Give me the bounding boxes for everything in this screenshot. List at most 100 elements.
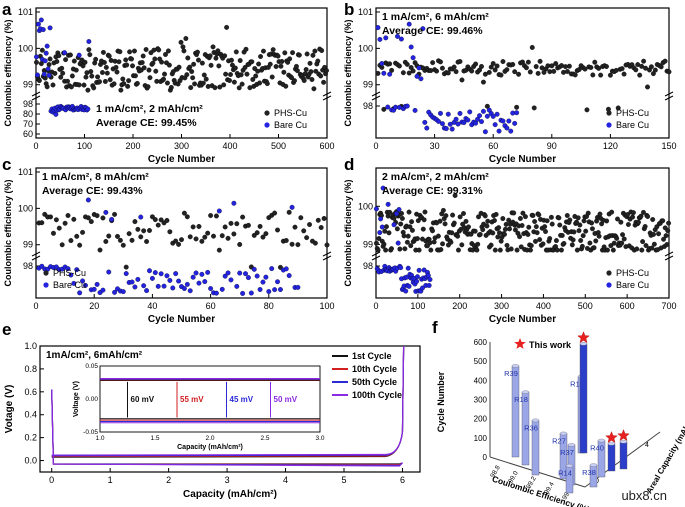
phs-point: [396, 63, 402, 69]
phs-point: [578, 238, 584, 243]
bar-top-4: [567, 443, 576, 447]
bare-point: [465, 117, 471, 123]
phs-point: [155, 222, 161, 228]
bare-point: [83, 282, 88, 288]
bare-point: [208, 286, 214, 292]
chart-b: 0 30 60 90 120 150 99 100 101 98 Cycle Number Coulo…: [343, 7, 677, 165]
bare-point: [395, 240, 401, 246]
phs-point: [590, 72, 596, 78]
phs-point: [665, 228, 671, 234]
phs-point: [59, 242, 65, 248]
phs-point: [283, 238, 289, 243]
phs-point: [261, 48, 266, 54]
phs-point: [512, 69, 518, 75]
phs-point: [95, 74, 101, 80]
phs-point: [400, 70, 406, 76]
phs-point: [141, 228, 147, 234]
phs-point: [630, 214, 636, 220]
phs-point: [249, 59, 255, 65]
phs-point: [597, 211, 603, 217]
x-tick-label: 40: [147, 301, 157, 311]
phs-point: [85, 215, 91, 221]
phs-point: [88, 69, 94, 75]
bare-point: [385, 201, 391, 207]
phs-point: [278, 63, 284, 69]
phs-point: [58, 74, 64, 80]
bare-point: [205, 269, 211, 275]
phs-point: [212, 85, 218, 91]
phs-point: [166, 62, 172, 68]
y-tick-label: 600: [474, 338, 488, 347]
phs-point: [82, 59, 88, 65]
phs-point: [551, 68, 557, 74]
x-axis-title: Cycle Number: [148, 154, 215, 165]
phs-point: [201, 72, 207, 78]
bare-point: [85, 197, 91, 203]
phs-point: [651, 241, 657, 247]
bare-point: [77, 290, 83, 296]
bare-point: [422, 119, 428, 125]
bar-top-5: [565, 463, 574, 468]
phs-point: [221, 82, 227, 88]
phs-point: [495, 234, 501, 240]
bare-point: [379, 224, 385, 230]
phs-point: [73, 67, 79, 73]
phs-point: [167, 229, 173, 235]
phs-point: [516, 71, 522, 77]
y-axis-title: Coulombic efficiency (%): [3, 179, 13, 286]
axis-break-left: [371, 91, 381, 101]
bar-label-3: R27: [552, 436, 566, 445]
annotation-line-2: Average CE: 99.46%: [382, 25, 483, 37]
phs-point: [497, 247, 503, 253]
phs-point: [36, 78, 42, 84]
phs-point: [450, 212, 456, 218]
phs-point: [485, 218, 491, 224]
phs-point: [630, 210, 636, 216]
phs-point: [638, 213, 644, 219]
phs-point: [129, 237, 135, 243]
phs-point: [324, 242, 330, 248]
phs-point: [604, 218, 610, 224]
bar-label-5: R14: [558, 469, 572, 478]
phs-point: [231, 79, 237, 85]
phs-point: [236, 85, 242, 91]
phs-point: [100, 49, 106, 55]
phs-point: [651, 231, 656, 237]
x-tick-label: 5: [341, 475, 346, 485]
phs-point: [650, 217, 656, 222]
phs-point: [584, 107, 590, 113]
bare-point: [35, 21, 41, 27]
z-axis-title: Areal Capacity (mAh/cm²): [645, 406, 685, 495]
phs-point: [59, 65, 65, 71]
phs-point: [77, 242, 83, 248]
phs-point: [203, 76, 209, 82]
phs-point: [474, 247, 480, 253]
phs-point: [398, 221, 404, 227]
phs-point: [387, 61, 393, 67]
phs-point: [227, 78, 232, 83]
bare-point: [377, 36, 383, 42]
phs-point: [234, 221, 240, 227]
bare-point: [494, 111, 500, 117]
phs-point: [88, 219, 94, 225]
bare-point: [184, 281, 190, 287]
phs-point: [453, 69, 459, 75]
bare-point: [277, 287, 283, 293]
bare-point: [479, 119, 484, 125]
x-tick-label: 700: [661, 301, 676, 311]
bar-10: [607, 443, 616, 472]
x-axis-title: Cycle Number: [148, 314, 215, 325]
phs-point: [282, 50, 288, 56]
phs-point: [118, 87, 124, 93]
bare-point: [43, 50, 49, 56]
phs-point: [102, 79, 108, 84]
phs-point: [472, 228, 478, 234]
x-tick-label: 20: [89, 301, 99, 311]
legend-marker-bare: [606, 122, 612, 128]
phs-point: [440, 207, 446, 213]
phs-point: [163, 52, 168, 57]
phs-point: [117, 49, 123, 55]
phs-point: [574, 247, 580, 253]
phs-point: [52, 70, 58, 76]
